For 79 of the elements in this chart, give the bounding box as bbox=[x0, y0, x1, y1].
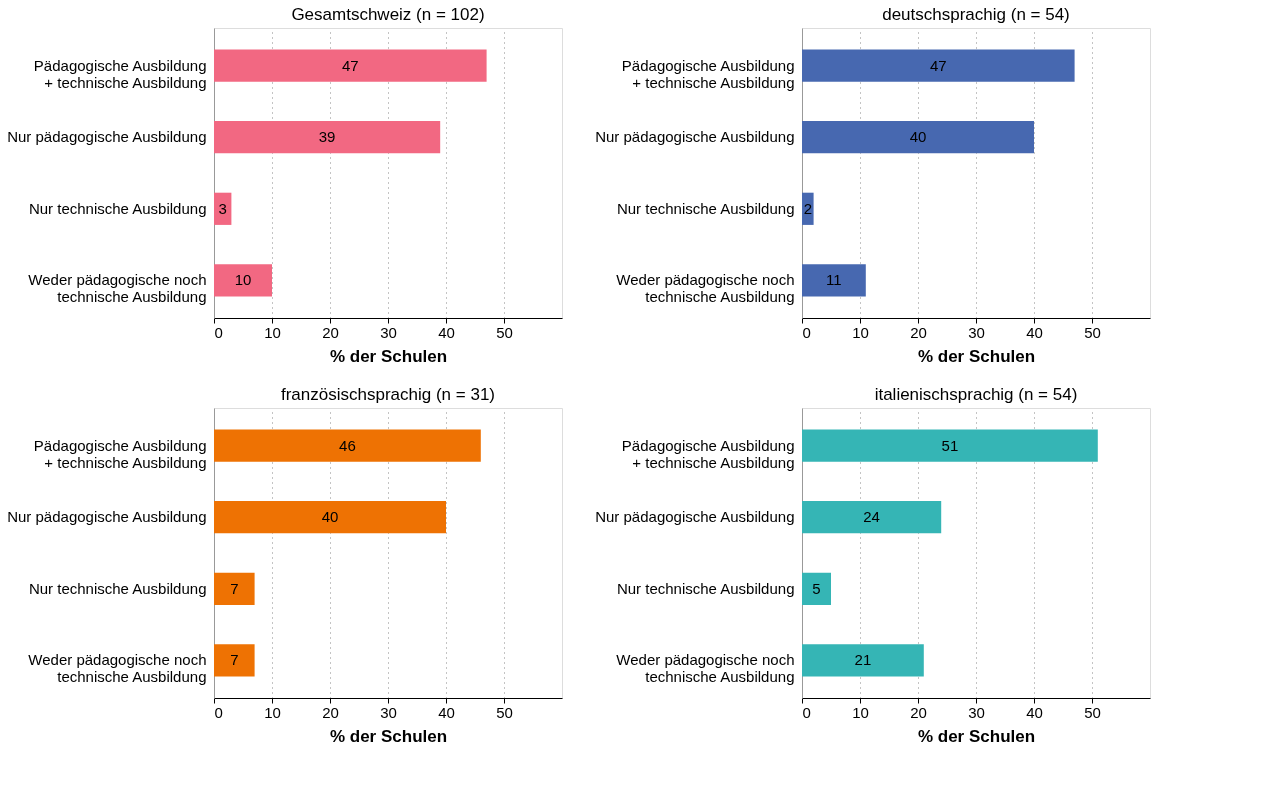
data-label: 47 bbox=[341, 56, 359, 74]
data-label: 11 bbox=[826, 271, 842, 289]
bar bbox=[214, 644, 255, 677]
y-tick-label: Pädagogische Ausbildung + technische Ausbildung bbox=[33, 56, 207, 91]
y-tick-label: Pädagogische Ausbildung + technische Ausbildung bbox=[621, 56, 795, 91]
bar bbox=[802, 644, 924, 677]
y-tick-label: Nur pädagogische Ausbildung bbox=[595, 508, 795, 526]
data-label: 7 bbox=[230, 579, 239, 597]
data-label: 39 bbox=[318, 128, 336, 146]
bar bbox=[214, 121, 441, 154]
data-label: 5 bbox=[812, 579, 821, 597]
data-label: 40 bbox=[321, 508, 339, 526]
x-tick-label: 30 bbox=[968, 703, 985, 721]
y-tick-label: Nur technische Ausbildung bbox=[616, 199, 795, 217]
y-tick-label: Pädagogische Ausbildung + technische Ausbildung bbox=[33, 436, 207, 471]
chart-title: Gesamtschweiz (n = 102) bbox=[291, 5, 485, 24]
bar bbox=[214, 264, 272, 297]
chart-title: französischsprachig (n = 31) bbox=[280, 385, 496, 404]
data-label: 40 bbox=[909, 128, 927, 146]
x-tick-label: 40 bbox=[438, 323, 455, 341]
x-tick-label: 0 bbox=[802, 323, 811, 341]
bar bbox=[802, 49, 1075, 82]
x-axis-title: % der Schulen bbox=[329, 346, 448, 366]
x-tick-label: 20 bbox=[322, 323, 339, 341]
data-label: 2 bbox=[803, 199, 812, 217]
bar bbox=[802, 572, 831, 605]
x-tick-label: 50 bbox=[1084, 323, 1101, 341]
chart-title: deutschsprachig (n = 54) bbox=[882, 5, 1070, 24]
x-axis-title: % der Schulen bbox=[917, 726, 1036, 746]
data-label: 7 bbox=[230, 651, 239, 669]
x-tick-label: 10 bbox=[264, 703, 281, 721]
bar bbox=[214, 572, 255, 605]
x-tick-label: 40 bbox=[438, 703, 455, 721]
bar bbox=[214, 49, 487, 82]
y-tick-label: Pädagogische Ausbildung + technische Ausbildung bbox=[621, 436, 795, 471]
x-tick-label: 20 bbox=[322, 703, 339, 721]
y-tick-label: Weder pädagogische noch technische Ausbildung bbox=[28, 651, 207, 686]
y-tick-label: Nur technische Ausbildung bbox=[28, 199, 207, 217]
y-tick-label: Weder pädagogische noch technische Ausbildung bbox=[616, 651, 795, 686]
x-tick-label: 50 bbox=[1084, 703, 1101, 721]
x-tick-label: 10 bbox=[852, 703, 869, 721]
bar bbox=[214, 501, 446, 534]
x-tick-label: 40 bbox=[1026, 323, 1043, 341]
x-tick-label: 30 bbox=[380, 323, 397, 341]
y-tick-label: Weder pädagogische noch technische Ausbildung bbox=[616, 271, 795, 306]
data-label: 10 bbox=[234, 271, 252, 289]
bar bbox=[214, 429, 481, 462]
x-tick-label: 40 bbox=[1026, 703, 1043, 721]
x-tick-label: 10 bbox=[852, 323, 869, 341]
bar bbox=[802, 264, 866, 297]
x-tick-label: 0 bbox=[214, 323, 223, 341]
y-tick-label: Weder pädagogische noch technische Ausbildung bbox=[28, 271, 207, 306]
x-tick-label: 20 bbox=[910, 323, 927, 341]
x-tick-label: 30 bbox=[968, 323, 985, 341]
bar bbox=[802, 429, 1098, 462]
x-tick-label: 0 bbox=[214, 703, 223, 721]
bar bbox=[802, 121, 1034, 154]
x-tick-label: 0 bbox=[802, 703, 811, 721]
x-axis-title: % der Schulen bbox=[329, 726, 448, 746]
x-tick-label: 10 bbox=[264, 323, 281, 341]
y-tick-label: Nur technische Ausbildung bbox=[616, 579, 795, 597]
x-tick-label: 20 bbox=[910, 703, 927, 721]
bar bbox=[802, 501, 942, 534]
data-label: 51 bbox=[941, 436, 959, 454]
x-axis-title: % der Schulen bbox=[917, 346, 1036, 366]
y-tick-label: Nur pädagogische Ausbildung bbox=[595, 128, 795, 146]
y-tick-label: Nur pädagogische Ausbildung bbox=[7, 508, 207, 526]
x-tick-label: 30 bbox=[380, 703, 397, 721]
data-label: 21 bbox=[854, 651, 872, 669]
x-tick-label: 50 bbox=[496, 323, 513, 341]
data-label: 47 bbox=[929, 56, 947, 74]
y-tick-label: Nur pädagogische Ausbildung bbox=[7, 128, 207, 146]
data-label: 46 bbox=[339, 436, 356, 454]
bar bbox=[802, 192, 814, 225]
data-label: 24 bbox=[863, 508, 880, 526]
x-tick-label: 50 bbox=[496, 703, 513, 721]
chart-title: italienischsprachig (n = 54) bbox=[874, 385, 1078, 404]
data-label: 3 bbox=[218, 199, 227, 217]
y-tick-label: Nur technische Ausbildung bbox=[28, 579, 207, 597]
